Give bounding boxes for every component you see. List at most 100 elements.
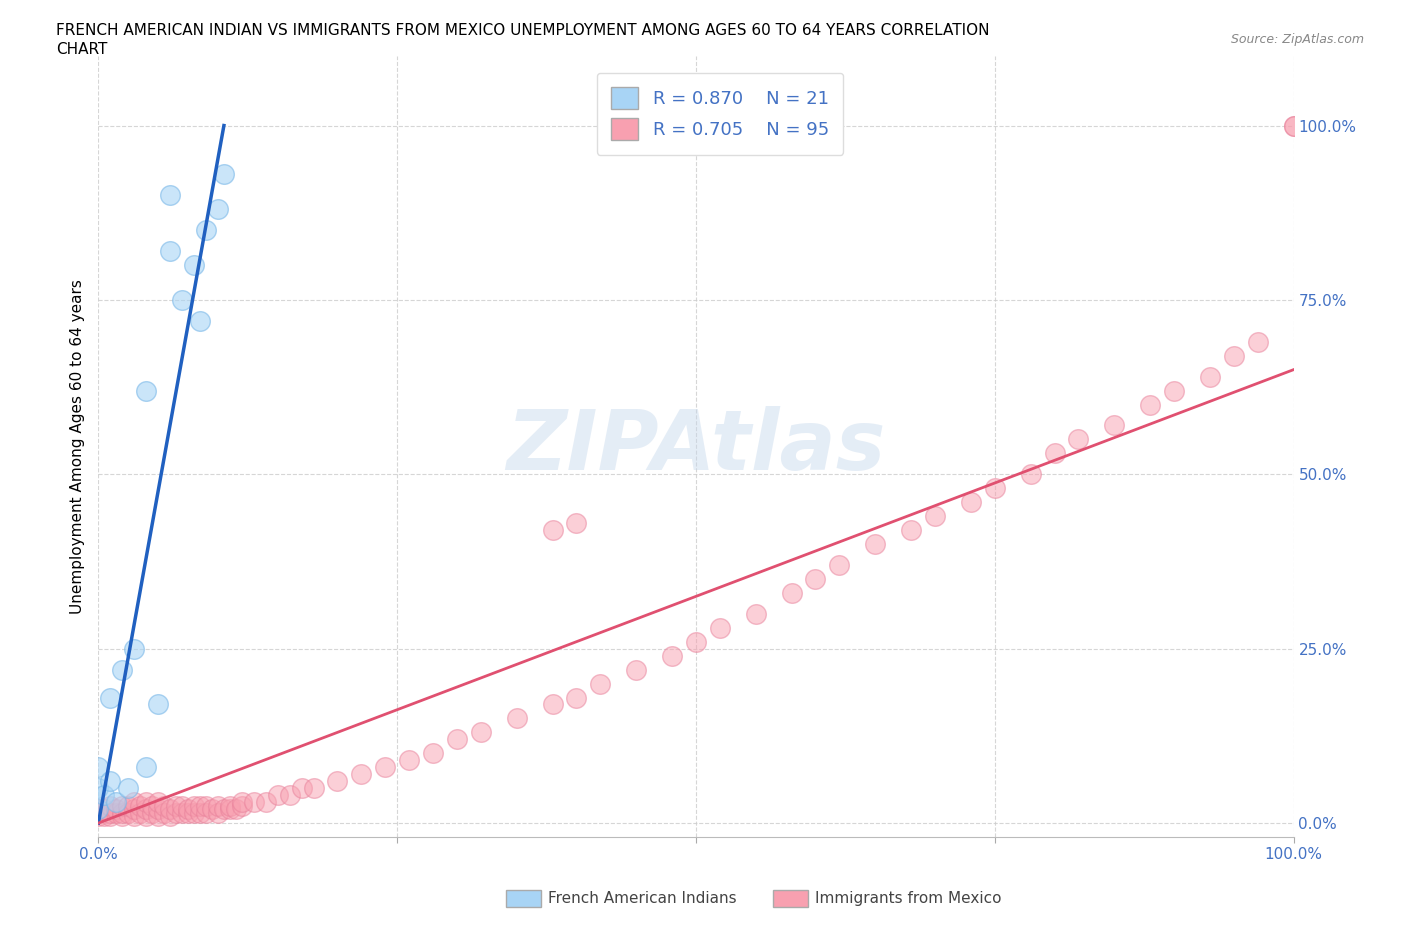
Point (124, 794, 146, 809)
Point (105, 794, 128, 809)
Point (541, 523, 564, 538)
Point (188, 805, 211, 820)
Point (207, 202, 229, 217)
Point (326, 774, 349, 789)
Point (291, 781, 314, 796)
Point (183, 798, 205, 813)
Point (470, 725, 492, 740)
Point (124, 809, 146, 824)
Point (541, 698, 564, 712)
Point (159, 244, 181, 259)
Point (105, 805, 128, 820)
Point (1199, 369, 1222, 384)
Point (111, 805, 134, 820)
Point (709, 620, 731, 635)
Point (98, 774, 122, 789)
Point (685, 634, 707, 649)
Point (207, 805, 229, 820)
Point (865, 537, 887, 551)
Point (98, 805, 122, 820)
Point (87, 802, 110, 817)
Point (219, 802, 242, 817)
Point (302, 781, 325, 796)
Point (111, 798, 134, 813)
Text: CHART: CHART (56, 42, 108, 57)
Point (506, 711, 529, 726)
Point (135, 760, 157, 775)
Point (129, 805, 152, 820)
Point (626, 662, 648, 677)
Text: Source: ZipAtlas.com: Source: ZipAtlas.com (1230, 33, 1364, 46)
Point (422, 746, 444, 761)
Point (87, 809, 110, 824)
Point (111, 809, 134, 824)
Point (804, 572, 827, 587)
Point (661, 648, 683, 663)
Point (93, 802, 115, 817)
Point (148, 809, 170, 824)
Point (924, 509, 946, 524)
Point (225, 802, 247, 817)
Point (159, 802, 181, 817)
Point (148, 794, 170, 809)
Point (153, 798, 176, 813)
Point (219, 798, 242, 813)
Point (201, 802, 224, 817)
Point (1163, 383, 1185, 398)
Point (98, 809, 122, 824)
Point (135, 383, 157, 398)
Point (828, 558, 851, 573)
Point (278, 788, 301, 803)
Point (212, 802, 235, 817)
Point (124, 642, 146, 657)
Point (87, 760, 110, 775)
Point (165, 798, 187, 813)
Point (159, 809, 181, 824)
Point (212, 167, 235, 182)
Point (159, 188, 181, 203)
Point (93, 788, 115, 803)
Point (374, 760, 396, 775)
Point (398, 753, 420, 768)
Point (350, 766, 373, 781)
Point (1282, 118, 1305, 133)
Y-axis label: Unemployment Among Ages 60 to 64 years: Unemployment Among Ages 60 to 64 years (69, 279, 84, 614)
Text: ZIPAtlas: ZIPAtlas (506, 405, 886, 487)
Point (254, 794, 277, 809)
Point (960, 495, 983, 510)
Point (165, 805, 187, 820)
Point (1104, 418, 1126, 433)
Point (1043, 446, 1066, 461)
Point (984, 481, 1007, 496)
Point (1067, 432, 1090, 447)
Point (1139, 397, 1161, 412)
Point (177, 802, 200, 817)
Point (243, 794, 266, 809)
Point (1282, 118, 1305, 133)
Point (231, 794, 253, 809)
Point (267, 788, 290, 803)
Point (135, 802, 157, 817)
Point (565, 690, 588, 705)
Point (188, 798, 211, 813)
Point (153, 805, 176, 820)
Point (188, 313, 211, 328)
Point (98, 798, 122, 813)
Point (111, 662, 134, 677)
Point (87, 781, 110, 796)
Point (1019, 467, 1042, 482)
Point (1247, 335, 1270, 350)
Point (207, 798, 229, 813)
Point (172, 293, 194, 308)
Point (129, 798, 152, 813)
Text: FRENCH AMERICAN INDIAN VS IMMIGRANTS FROM MEXICO UNEMPLOYMENT AMONG AGES 60 TO 6: FRENCH AMERICAN INDIAN VS IMMIGRANTS FRO… (56, 23, 990, 38)
Point (172, 798, 194, 813)
Point (177, 805, 200, 820)
Point (446, 732, 468, 747)
Text: French American Indians: French American Indians (548, 891, 737, 906)
Point (231, 798, 253, 813)
Point (183, 258, 205, 272)
Point (124, 802, 146, 817)
Point (148, 698, 170, 712)
Point (141, 805, 163, 820)
